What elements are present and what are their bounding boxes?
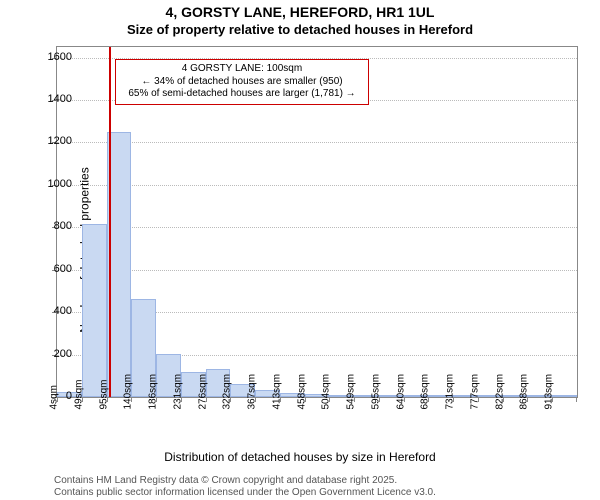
gridline [57,142,577,143]
property-callout: 4 GORSTY LANE: 100sqm← 34% of detached h… [115,59,369,105]
gridline [57,185,577,186]
plot-area: 4 GORSTY LANE: 100sqm← 34% of detached h… [56,46,578,398]
property-size-chart: 4, GORSTY LANE, HEREFORD, HR1 1UL Size o… [0,0,600,500]
y-tick-label: 200 [32,348,72,360]
y-tick-label: 600 [32,263,72,275]
histogram-bar [82,224,107,397]
y-tick-label: 1000 [32,178,72,190]
callout-line: 4 GORSTY LANE: 100sqm [122,63,362,76]
property-marker-line [109,47,111,397]
y-tick-label: 400 [32,305,72,317]
x-tick-mark [576,397,577,402]
y-tick-label: 800 [32,220,72,232]
callout-line: 65% of semi-detached houses are larger (… [122,88,362,101]
histogram-bar [552,395,577,397]
gridline [57,227,577,228]
gridline [57,270,577,271]
footer-attribution-2: Contains public sector information licen… [54,487,436,498]
footer-attribution-1: Contains HM Land Registry data © Crown c… [54,475,397,486]
y-tick-label: 1600 [32,51,72,63]
chart-title: 4, GORSTY LANE, HEREFORD, HR1 1UL [0,4,600,20]
y-tick-label: 1400 [32,93,72,105]
y-tick-label: 1200 [32,135,72,147]
x-axis-label: Distribution of detached houses by size … [0,450,600,464]
callout-line: ← 34% of detached houses are smaller (95… [122,76,362,89]
chart-subtitle: Size of property relative to detached ho… [0,22,600,37]
